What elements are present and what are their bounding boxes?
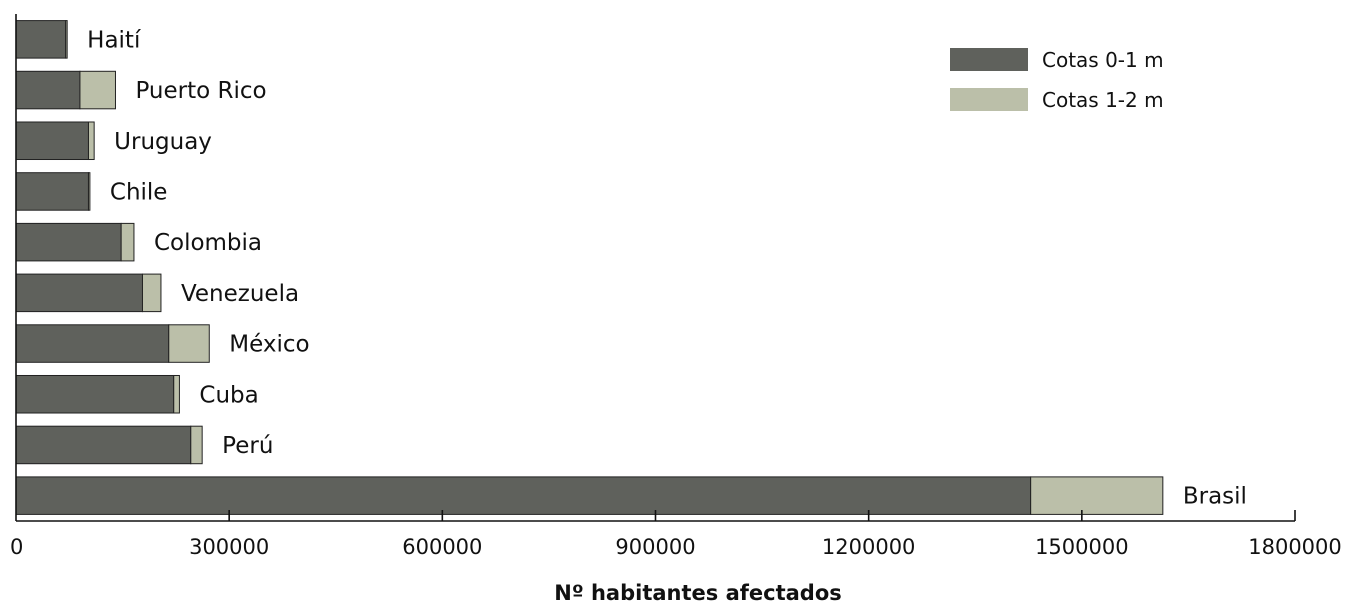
bar-cotas-0-1-5 <box>15 273 143 313</box>
x-tick-label: 300000 <box>189 535 269 559</box>
bar-cotas-1-2-5 <box>141 273 162 313</box>
bar-cotas-0-1-4 <box>15 222 122 262</box>
legend-label: Cotas 0-1 m <box>1042 48 1164 72</box>
bar-cotas-1-2-7 <box>173 374 180 414</box>
bar-cotas-1-2-8 <box>190 425 203 465</box>
x-tick-label: 900000 <box>615 535 695 559</box>
x-tick-label: 600000 <box>402 535 482 559</box>
bar-cotas-0-1-2 <box>15 121 89 161</box>
bar-cotas-0-1-8 <box>15 425 192 465</box>
category-label: Puerto Rico <box>135 78 266 104</box>
bars-group <box>15 20 1164 515</box>
bar-cotas-0-1-3 <box>15 172 89 211</box>
bar-cotas-1-2-1 <box>79 70 116 110</box>
bar-cotas-0-1-1 <box>15 70 81 110</box>
category-label: Haití <box>87 27 141 53</box>
x-tick-label: 1500000 <box>1035 535 1129 559</box>
bar-cotas-1-2-4 <box>120 222 135 262</box>
category-label: Uruguay <box>114 129 212 155</box>
bar-cotas-0-1-7 <box>15 374 175 414</box>
category-label: Cuba <box>199 382 258 408</box>
bar-cotas-0-1-9 <box>15 476 1032 515</box>
bar-cotas-0-1-0 <box>15 20 67 59</box>
category-labels-group: Haití Puerto Rico Uruguay Chile Colombia Vene… <box>87 27 1247 509</box>
bar-cotas-1-2-3 <box>87 172 91 211</box>
legend-swatch <box>950 48 1028 71</box>
legend-swatch <box>950 88 1028 111</box>
x-axis-title: Nº habitantes afectados <box>554 581 842 605</box>
category-label: México <box>229 332 309 358</box>
bar-cotas-1-2-2 <box>87 121 95 161</box>
x-ticks-group: 0 300000 600000 900000 1200000 1500000 1800000 <box>10 510 1342 559</box>
category-label: Colombia <box>154 230 262 256</box>
bar-cotas-1-2-9 <box>1030 476 1164 515</box>
legend: Cotas 0-1 m Cotas 1-2 m <box>950 48 1164 112</box>
category-label: Perú <box>222 433 273 459</box>
legend-label: Cotas 1-2 m <box>1042 88 1164 112</box>
bar-cotas-1-2-6 <box>168 324 210 363</box>
bar-cotas-1-2-0 <box>65 20 68 59</box>
category-label: Chile <box>110 179 168 205</box>
x-tick-label: 1200000 <box>822 535 916 559</box>
bar-cotas-0-1-6 <box>15 324 170 363</box>
category-label: Venezuela <box>181 281 299 307</box>
x-tick-label: 0 <box>10 535 23 559</box>
x-tick-label: 1800000 <box>1248 535 1342 559</box>
category-label: Brasil <box>1183 484 1247 510</box>
